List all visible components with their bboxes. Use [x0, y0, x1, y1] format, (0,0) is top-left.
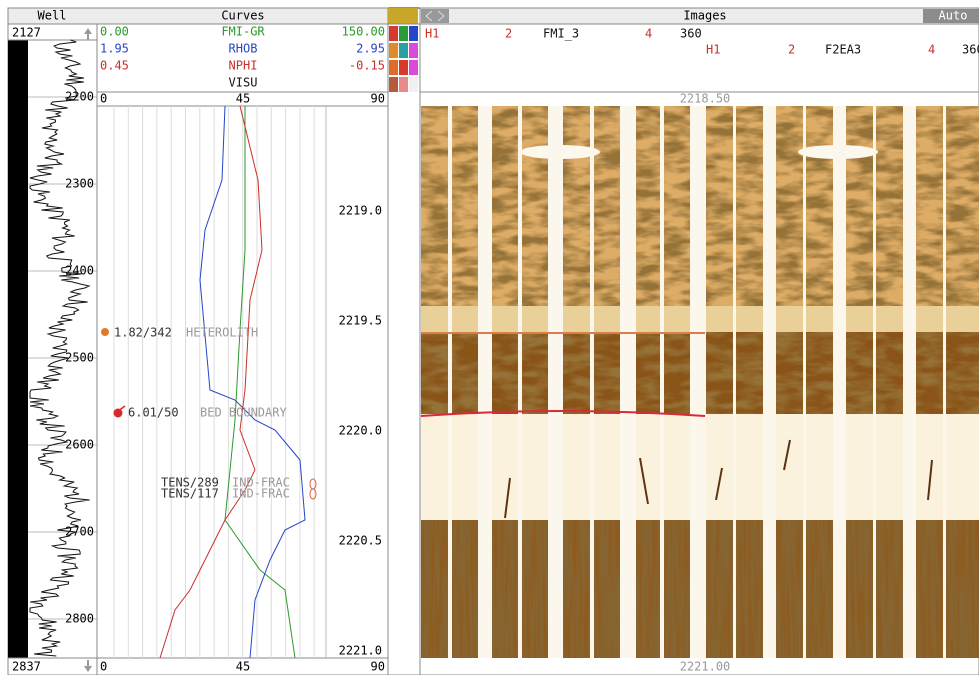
depth-tick-label: 2300 [65, 177, 94, 191]
depth-label: 2220.0 [339, 424, 382, 438]
color-swatch[interactable] [409, 60, 418, 75]
color-swatch[interactable] [399, 26, 408, 41]
nav-button[interactable] [421, 9, 449, 23]
curve-name: VISU [229, 76, 258, 90]
curve-min: 0.45 [100, 59, 129, 73]
scale-label: 90 [371, 92, 385, 106]
scale-label: 45 [236, 660, 250, 674]
color-swatch[interactable] [399, 77, 408, 92]
pad-gap [803, 106, 806, 658]
depth-label: 2219.5 [339, 314, 382, 328]
pad-gap [590, 106, 594, 658]
curve-min: 0.00 [100, 25, 129, 39]
well-depth-bar [8, 40, 28, 658]
image-bottom-depth: 2221.00 [680, 660, 731, 674]
annotation-label: HETEROLITH [186, 326, 258, 340]
track-label: 4 [928, 43, 935, 57]
curve-max: -0.15 [349, 59, 385, 73]
annotation-value: 1.82/342 [114, 326, 172, 340]
well-header: Well [38, 9, 67, 23]
well-log-viewer: Well Curves Images Auto 2127 2837 220023… [0, 0, 979, 675]
track-label: 2 [505, 27, 512, 41]
curve-name: NPHI [229, 59, 258, 73]
depth-tick-label: 2600 [65, 438, 94, 452]
color-panel [388, 24, 420, 675]
color-swatch[interactable] [409, 26, 418, 41]
pad-gap [873, 106, 876, 658]
well-bottom-depth: 2837 [12, 660, 41, 674]
pad-gap [733, 106, 736, 658]
depth-label: 2220.5 [339, 534, 382, 548]
curve-name: FMI-GR [221, 25, 265, 39]
pad-gap [903, 106, 916, 658]
annotation-value: 6.01/50 [128, 406, 179, 420]
track-label: 360 [680, 27, 702, 41]
track-label: F2EA3 [825, 43, 861, 57]
annotation-marker[interactable] [101, 328, 109, 336]
color-swatch[interactable] [389, 60, 398, 75]
color-swatch[interactable] [399, 43, 408, 58]
annotation-marker[interactable] [114, 409, 123, 418]
scale-label: 0 [100, 660, 107, 674]
scale-label: 45 [236, 92, 250, 106]
scale-label: 90 [371, 660, 385, 674]
pad-gap [478, 106, 492, 658]
color-swatch[interactable] [409, 77, 418, 92]
curve-min: 1.95 [100, 42, 129, 56]
depth-label: 2221.0 [339, 644, 382, 658]
color-swatch[interactable] [389, 26, 398, 41]
track-label: 2 [788, 43, 795, 57]
track-label: 4 [645, 27, 652, 41]
auto-label: Auto [939, 9, 968, 23]
depth-label: 2219.0 [339, 204, 382, 218]
pad-gap [448, 106, 452, 658]
color-swatch[interactable] [389, 43, 398, 58]
pad-gap [660, 106, 664, 658]
color-swatch[interactable] [389, 77, 398, 92]
depth-tick-label: 2500 [65, 351, 94, 365]
image-top-depth: 2218.50 [680, 92, 731, 106]
well-top-depth: 2127 [12, 26, 41, 40]
track-label: H1 [706, 43, 720, 57]
color-swatch[interactable] [399, 60, 408, 75]
pad-gap [943, 106, 946, 658]
pad-gap [833, 106, 846, 658]
track-label: H1 [425, 27, 439, 41]
curve-max: 150.00 [342, 25, 385, 39]
annotation-label: BED BOUNDARY [200, 406, 287, 420]
pad-gap [690, 106, 706, 658]
color-swatch[interactable] [409, 43, 418, 58]
curve-max: 2.95 [356, 42, 385, 56]
depth-tick-label: 2800 [65, 612, 94, 626]
curve-name: RHOB [229, 42, 258, 56]
pad-gap [518, 106, 522, 658]
images-header: Images [683, 9, 726, 23]
annotation-label: IND-FRAC [232, 487, 290, 501]
depth-tick-label: 2200 [65, 90, 94, 104]
annotation-value: TENS/117 [161, 487, 219, 501]
pad-gap [763, 106, 776, 658]
color-header [388, 8, 418, 24]
pad-gap [548, 106, 563, 658]
scale-label: 0 [100, 92, 107, 106]
curves-header: Curves [221, 9, 264, 23]
pad-gap [620, 106, 636, 658]
track-label: FMI_3 [543, 27, 579, 41]
track-label: 360 [962, 43, 979, 57]
